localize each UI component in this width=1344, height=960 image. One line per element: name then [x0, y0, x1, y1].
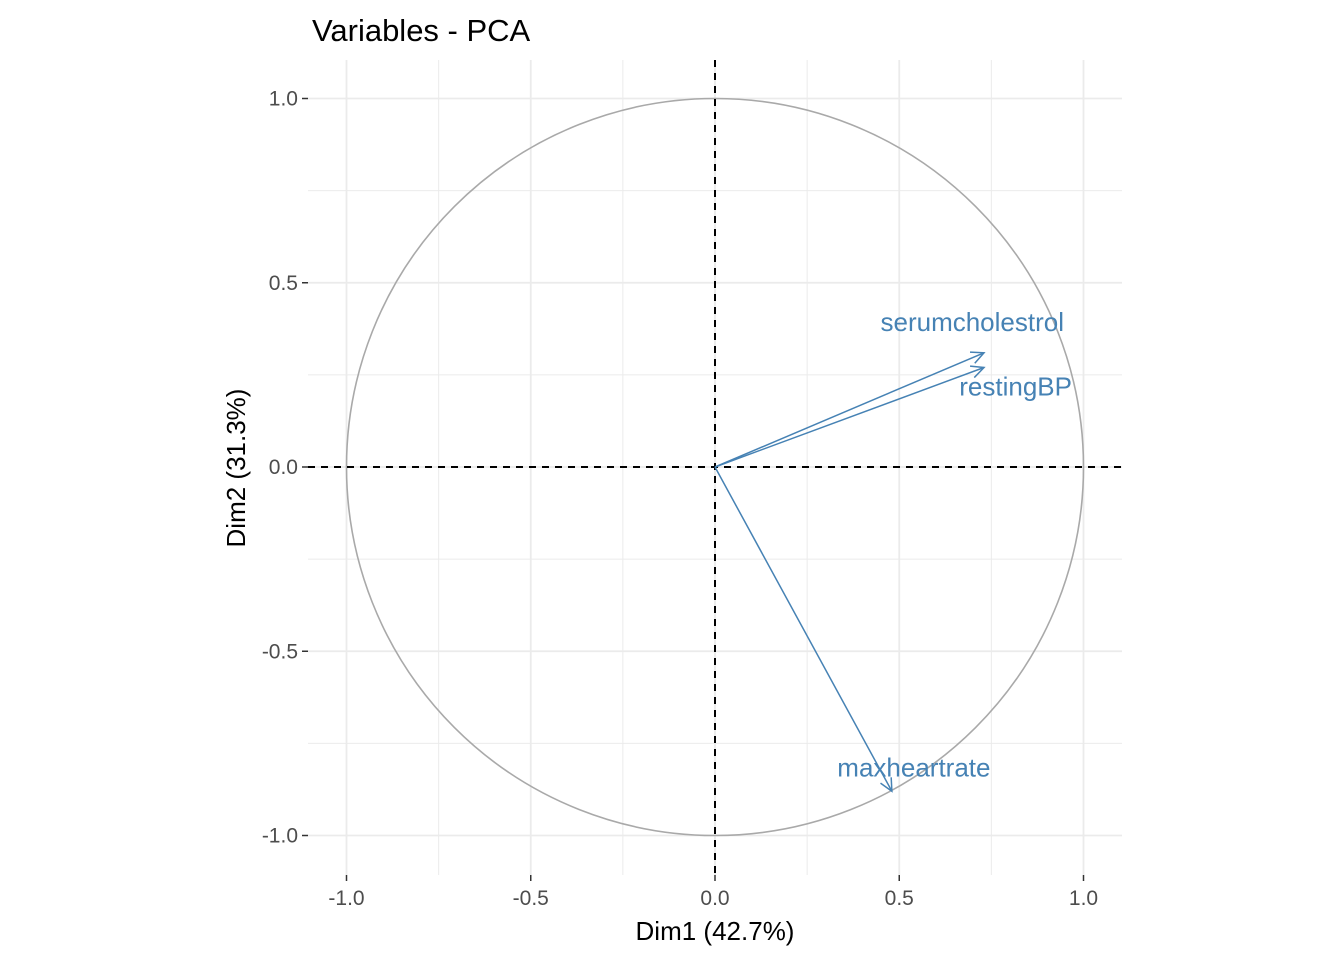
- arrowhead-maxheartrate: [880, 777, 893, 793]
- variable-label-maxheartrate: maxheartrate: [837, 752, 990, 782]
- variable-label-serumcholestrol: serumcholestrol: [880, 307, 1064, 337]
- y-tick-label: -0.5: [262, 640, 298, 663]
- arrow-serumcholestrol: [714, 352, 985, 468]
- x-tick-label: 0.0: [700, 887, 729, 910]
- y-tick-label: 1.0: [269, 88, 298, 111]
- x-axis-title: Dim1 (42.7%): [636, 916, 795, 946]
- arrowhead-restingBP: [969, 365, 986, 379]
- y-tick-label: -1.0: [262, 825, 298, 848]
- y-tick-label: 0.0: [269, 456, 298, 479]
- arrowhead-serumcholestrol: [969, 351, 986, 364]
- chart-title: Variables - PCA: [312, 13, 531, 48]
- axes-layer: -1.0 -0.5 0.0 0.5 1.0 -1.0 -0.5 0.0 0.5 1.0: [262, 88, 1098, 911]
- variable-arrows-layer: [714, 351, 986, 793]
- arrow-maxheartrate: [714, 466, 893, 792]
- variable-labels-layer: serumcholestrol restingBP maxheartrate: [837, 307, 1072, 783]
- y-axis-title: Dim2 (31.3%): [221, 389, 251, 548]
- arrow-restingBP: [714, 366, 985, 468]
- x-tick-label: 0.5: [885, 887, 914, 910]
- correlation-circle: [345, 97, 1085, 837]
- x-tick-label: -1.0: [328, 887, 364, 910]
- y-tick-label: 0.5: [269, 272, 298, 295]
- correlation-circle-layer: [345, 97, 1085, 837]
- variable-label-restingBP: restingBP: [959, 372, 1072, 402]
- x-tick-label: 1.0: [1069, 887, 1098, 910]
- x-tick-label: -0.5: [513, 887, 549, 910]
